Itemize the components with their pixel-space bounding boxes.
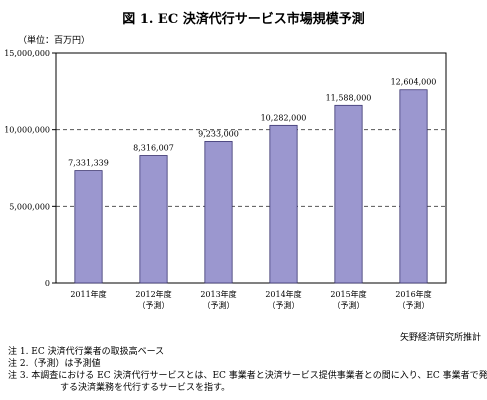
x-category-label: 2014年度: [265, 289, 301, 299]
x-category-label: （予測）: [138, 300, 170, 310]
bar-value-label: 10,282,000: [261, 113, 307, 122]
unit-label: （単位：百万円）: [18, 36, 91, 46]
x-category-label: （予測）: [333, 300, 365, 310]
bar-chart: 0 5,000,000 10,000,000 15,000,000 7,331,339 2…: [4, 49, 447, 310]
source-label: 矢野経済研究所推計: [400, 333, 482, 343]
bar-value-label: 7,331,339: [68, 159, 109, 168]
note-1: 注 1. EC 決済代行業者の取扱高ベース: [8, 347, 165, 357]
bar-value-label: 9,233,000: [198, 129, 239, 138]
x-category-label: 2015年度: [330, 289, 366, 299]
notes: 注 1. EC 決済代行業者の取扱高ベース 注 2.（予測）は予測値 注 3. …: [8, 346, 487, 394]
note-3-continuation: する決済業務を代行するサービスを指す。: [60, 383, 231, 393]
x-category-label: 2016年度: [395, 289, 431, 299]
x-category-label: 2012年度: [135, 289, 171, 299]
bar-value-label: 11,588,000: [326, 93, 372, 102]
bar-value-label: 12,604,000: [391, 78, 437, 87]
x-category-label: 2013年度: [200, 289, 236, 299]
x-category-label: 2011年度: [70, 289, 106, 299]
bar: [269, 124, 298, 284]
note-2: 注 2.（予測）は予測値: [8, 359, 101, 369]
x-category-label: （予測）: [268, 300, 300, 310]
y-tick-label: 0: [45, 279, 50, 288]
y-tick-label: 5,000,000: [9, 202, 50, 211]
x-category-label: （予測）: [203, 300, 235, 310]
x-category-label: （予測）: [398, 300, 430, 310]
bar: [139, 155, 168, 284]
bar: [334, 104, 363, 284]
note-3: 注 3. 本調査における EC 決済代行サービスとは、EC 事業者と決済サービス…: [8, 371, 487, 381]
plot-frame: [55, 52, 447, 284]
bar: [204, 141, 233, 284]
y-tick-label: 15,000,000: [4, 49, 50, 58]
bar: [74, 170, 103, 284]
bar: [399, 89, 428, 284]
y-tick-label: 10,000,000: [4, 126, 50, 135]
bar-value-label: 8,316,007: [133, 143, 174, 152]
chart-title: 図 1. EC 決済代行サービス市場規模予測: [122, 12, 365, 27]
